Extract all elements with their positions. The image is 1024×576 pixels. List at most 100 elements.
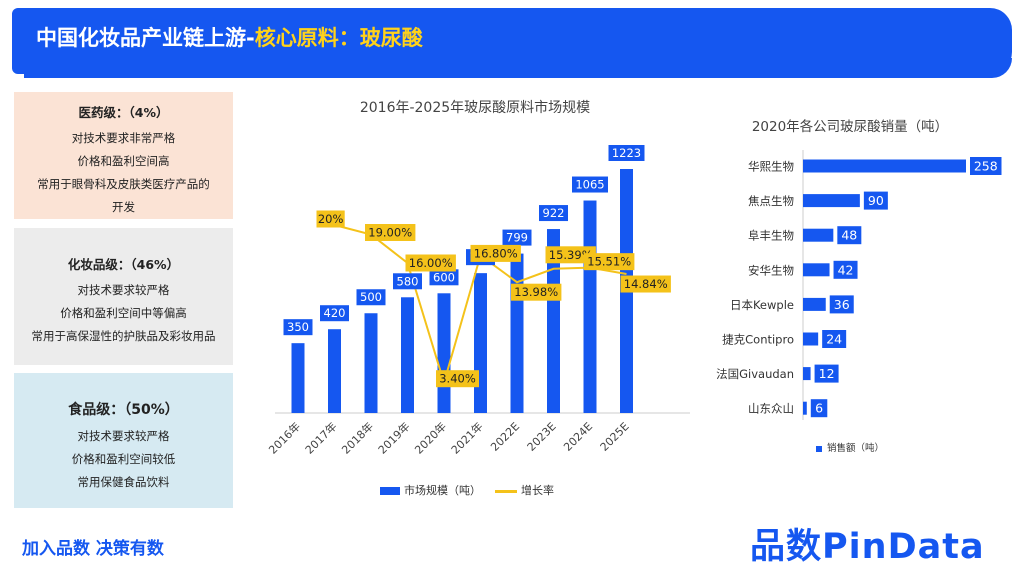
market-bar: [620, 169, 633, 413]
x-tick-label: 2024E: [561, 420, 595, 454]
company-label: 阜丰生物: [748, 229, 794, 243]
sales-value-label-bg: [829, 295, 854, 314]
grade-line: 对技术要求较严格: [77, 283, 170, 297]
market-chart-legend: 市场规模（吨） 增长率: [380, 482, 554, 498]
sales-value-label: 42: [838, 262, 854, 277]
bar-value-label: 420: [324, 306, 346, 320]
legend-bar-label: 市场规模（吨）: [404, 484, 481, 497]
x-tick-label: 2020年: [412, 419, 449, 456]
x-tick-label: 2025E: [598, 420, 632, 454]
growth-label-bg: [545, 246, 596, 264]
sales-bar: [803, 297, 826, 311]
growth-label: 20%: [318, 212, 344, 226]
legend-bar-label: 销售额（吨）: [827, 443, 885, 454]
legend-bar-swatch: [816, 445, 822, 452]
grade-title: 化妆品级：（46%）: [67, 257, 180, 272]
growth-label-bg: [511, 283, 562, 301]
sales-value-label-bg: [822, 330, 847, 348]
bar-value-label: 350: [287, 320, 309, 334]
bar-value-label: 580: [397, 274, 419, 288]
sales-value-label: 258: [974, 159, 998, 174]
sales-bar: [803, 263, 830, 277]
sales-value-label: 48: [841, 228, 857, 243]
growth-label-bg: [436, 370, 479, 388]
growth-label-bg: [405, 254, 456, 272]
sales-bar: [803, 159, 966, 173]
bar-value-label: 799: [506, 231, 528, 245]
market-bar: [401, 297, 414, 413]
growth-label: 16.80%: [474, 246, 518, 260]
sales-chart-title: 2020年各公司玻尿酸销量（吨）: [751, 119, 949, 135]
sales-value-label-bg: [814, 364, 839, 383]
growth-label: 3.40%: [439, 372, 476, 386]
grade-line: 常用保健食品饮料: [77, 475, 170, 489]
sales-value-label-bg: [863, 191, 888, 210]
bar-value-label-bg: [608, 145, 645, 161]
company-label: 山东众山: [748, 402, 794, 416]
sales-value-label: 24: [826, 332, 842, 347]
company-label: 安华生物: [748, 263, 794, 277]
growth-label: 13.98%: [514, 285, 558, 299]
market-bar: [437, 293, 451, 413]
page-title: 中国化妆品产业链上游-核心原料：玻尿酸: [36, 22, 423, 52]
bar-value-label: 701: [470, 250, 492, 264]
sales-value-label-bg: [837, 226, 862, 245]
sales-value-label: 36: [834, 297, 850, 312]
growth-label: 19.00%: [368, 226, 412, 240]
market-bar: [510, 253, 524, 413]
growth-rate-line: [334, 224, 627, 387]
grade-line: 对技术要求较严格: [77, 429, 170, 443]
grade-line: 开发: [112, 200, 135, 214]
grade-title: 医药级：（4%）: [78, 105, 169, 120]
slogan: 加入品数 决策有数: [22, 539, 164, 559]
company-label: 法国Givaudan: [716, 367, 794, 381]
bar-value-label: 500: [360, 290, 382, 304]
x-tick-label: 2023E: [525, 420, 559, 454]
growth-label-bg: [584, 253, 635, 271]
growth-label-bg: [470, 244, 521, 262]
growth-label: 15.39%: [549, 248, 593, 262]
market-bar: [547, 229, 560, 413]
x-tick-label: 2018年: [339, 419, 376, 456]
x-tick-label: 2017年: [302, 419, 339, 456]
bar-value-label-bg: [429, 269, 459, 286]
grade-box-cosmetic: 化妆品级：（46%） 对技术要求较严格 价格和盈利空间中等偏高 常用于高保湿性的…: [14, 228, 233, 365]
company-label: 华熙生物: [748, 160, 794, 174]
market-bar: [583, 200, 597, 413]
legend-line-label: 增长率: [521, 484, 554, 497]
legend-bar-swatch: [380, 487, 400, 495]
bar-value-label-bg: [393, 273, 422, 290]
bar-value-label: 600: [433, 270, 455, 284]
bar-value-label: 1223: [612, 146, 641, 160]
growth-label-bg: [620, 275, 671, 293]
growth-label-bg: [365, 224, 416, 241]
growth-label-bg: [316, 210, 345, 228]
market-bar: [474, 273, 487, 413]
company-label: 捷克Contipro: [722, 333, 794, 347]
grade-line: 价格和盈利空间较低: [71, 452, 176, 466]
pindata-logo: 品数PinData: [750, 527, 985, 567]
company-label: 焦点生物: [748, 194, 794, 208]
grade-box-medical: 医药级：（4%） 对技术要求非常严格 价格和盈利空间高 常用于眼骨科及皮肤类医疗…: [14, 92, 233, 219]
x-tick-label: 2022E: [488, 420, 522, 454]
x-tick-label: 2016年: [266, 419, 303, 456]
bar-value-label-bg: [283, 319, 313, 336]
sales-value-label: 12: [819, 366, 835, 381]
bar-value-label-bg: [320, 305, 349, 322]
growth-label: 16.00%: [409, 256, 453, 270]
sales-value-label-bg: [970, 157, 1002, 175]
market-bar: [364, 313, 378, 413]
market-bar: [328, 329, 341, 413]
market-bar: [291, 343, 305, 413]
sales-bar: [803, 194, 860, 208]
bar-value-label-bg: [466, 249, 495, 266]
sales-chart-legend: 销售额（吨）: [816, 440, 884, 454]
grade-line: 价格和盈利空间高: [77, 154, 170, 168]
x-tick-label: 2019年: [375, 419, 412, 456]
grade-line: 常用于眼骨科及皮肤类医疗产品的: [37, 177, 210, 191]
bar-value-label-bg: [572, 176, 608, 193]
sales-value-label-bg: [833, 260, 858, 279]
sales-bar: [803, 228, 834, 242]
sales-value-label-bg: [810, 399, 828, 418]
